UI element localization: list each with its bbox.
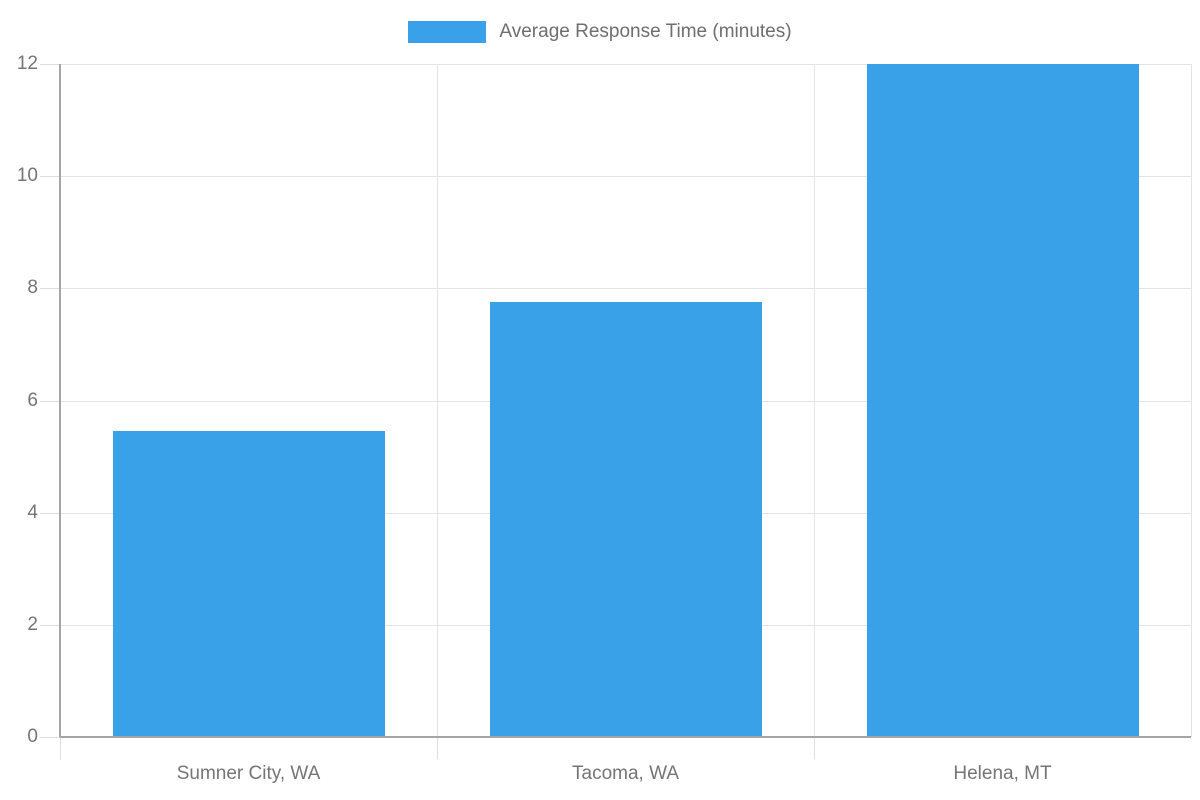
y-axis-extension [60, 738, 61, 760]
plot-border-right [1191, 64, 1192, 737]
y-tick-label: 6 [27, 390, 38, 411]
y-tick-mark [40, 288, 60, 289]
gridline [60, 64, 1191, 65]
y-tick-label: 0 [27, 726, 38, 747]
y-tick-mark [40, 625, 60, 626]
y-tick-label: 8 [27, 277, 38, 298]
gridline [60, 288, 1191, 289]
y-tick-label: 12 [16, 53, 38, 74]
legend-label: Average Response Time (minutes) [499, 21, 792, 42]
y-tick-mark [40, 401, 60, 402]
y-tick-mark [40, 176, 60, 177]
bar-helena-mt[interactable] [867, 64, 1139, 737]
y-axis-line [59, 64, 61, 737]
legend[interactable]: Average Response Time (minutes) [0, 21, 1200, 43]
y-tick-label: 2 [27, 614, 38, 635]
x-axis-label: Tacoma, WA [572, 763, 679, 784]
gridline [60, 176, 1191, 177]
category-separator [437, 64, 438, 737]
y-tick-mark [40, 737, 60, 738]
y-tick-mark [40, 64, 60, 65]
x-axis-label: Helena, MT [953, 763, 1052, 784]
x-axis-line [60, 736, 1191, 738]
x-tick-mark [437, 737, 438, 759]
bar-sumner-city-wa[interactable] [113, 431, 385, 737]
category-separator [814, 64, 815, 737]
bar-tacoma-wa[interactable] [490, 302, 762, 737]
x-axis-label: Sumner City, WA [176, 763, 321, 784]
y-tick-mark [40, 513, 60, 514]
x-tick-mark [814, 737, 815, 759]
y-tick-label: 4 [27, 502, 38, 523]
legend-swatch [408, 21, 487, 43]
y-tick-label: 10 [16, 165, 38, 186]
